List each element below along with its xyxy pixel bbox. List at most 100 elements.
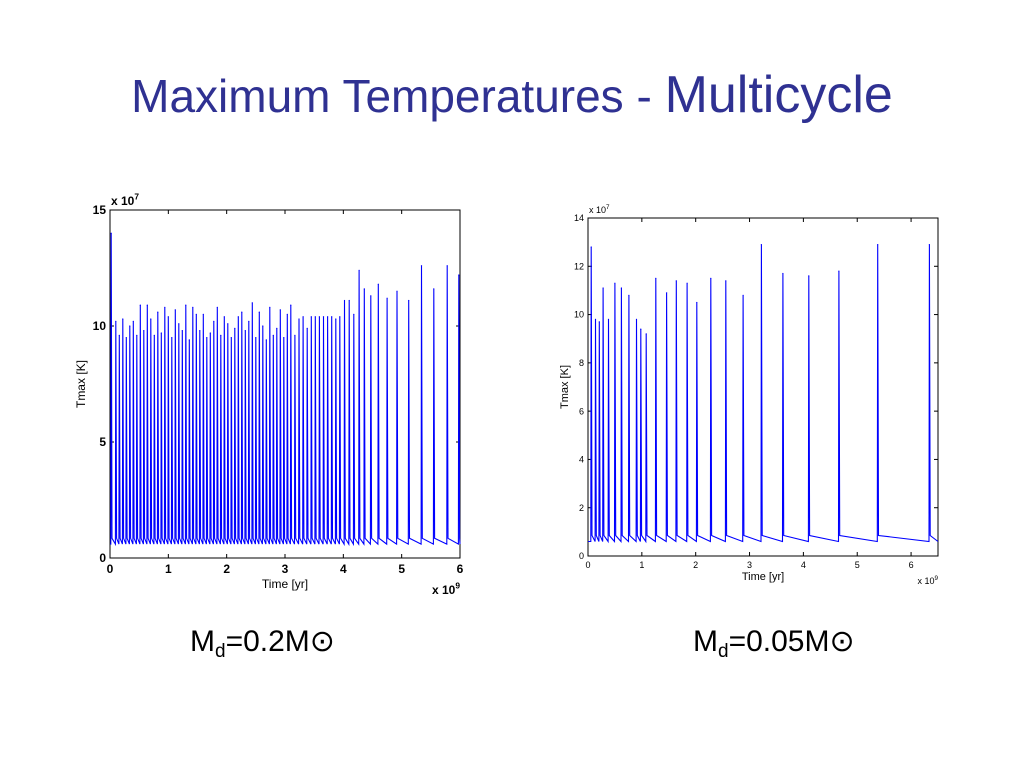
y-axis-label: Tmax [K] xyxy=(74,360,88,408)
peak-point xyxy=(118,334,120,336)
series-tmax xyxy=(110,232,461,547)
peak-point xyxy=(645,333,647,335)
peak-point xyxy=(363,288,365,290)
peak-point xyxy=(178,323,180,325)
x-axis-label: Time [yr] xyxy=(262,577,308,591)
peak-point xyxy=(710,277,712,279)
sun-symbol: ⊙ xyxy=(829,625,855,658)
peak-point xyxy=(838,270,840,272)
peak-point xyxy=(160,332,162,334)
peak-point xyxy=(808,275,810,277)
peak-point xyxy=(192,306,194,308)
peak-point xyxy=(286,313,288,315)
peak-point xyxy=(314,316,316,318)
peak-point xyxy=(202,313,204,315)
series-tmax xyxy=(588,244,939,544)
peak-point xyxy=(358,269,360,271)
peak-point xyxy=(171,337,173,339)
x-tick-label: 5 xyxy=(855,560,860,570)
peak-point xyxy=(640,328,642,330)
y-tick-label: 0 xyxy=(579,551,584,561)
x-tick-label: 1 xyxy=(165,562,172,576)
x-axis-label: Time [yr] xyxy=(742,571,784,583)
chart-md-0-2: 0 1 2 3 4 5 6 0 5 10 15 Time [yr] Tmax [K] x 107 x 109 xyxy=(74,192,464,597)
peak-point xyxy=(122,318,124,320)
peak-point xyxy=(153,334,155,336)
peak-point xyxy=(150,318,152,320)
x-tick-label: 2 xyxy=(693,560,698,570)
peak-point xyxy=(195,313,197,315)
peak-point xyxy=(928,244,930,246)
peak-point xyxy=(420,265,423,267)
peak-point xyxy=(139,304,141,306)
peak-point xyxy=(110,232,112,234)
peak-point xyxy=(686,282,688,284)
peak-point xyxy=(213,320,215,322)
peak-point xyxy=(348,299,350,302)
x-multiplier: x 109 xyxy=(432,581,460,597)
peak-point xyxy=(136,334,138,336)
peak-point xyxy=(675,280,677,282)
peak-point xyxy=(602,287,604,289)
peak-point xyxy=(265,339,267,341)
peak-point xyxy=(408,299,410,302)
x-tick-label: 0 xyxy=(585,560,590,570)
peak-point xyxy=(343,299,346,302)
y-tick-label: 15 xyxy=(93,203,107,217)
peak-point xyxy=(181,330,183,332)
caption-md-0-05: Md=0.05M⊙ xyxy=(693,625,855,662)
peak-point xyxy=(223,316,225,318)
peak-point xyxy=(335,318,337,320)
peak-point xyxy=(446,265,448,267)
x-tick-label: 6 xyxy=(909,560,914,570)
peak-point xyxy=(188,339,190,341)
peak-point xyxy=(370,295,372,297)
peak-point xyxy=(433,288,435,290)
title-main: Maximum Temperatures - xyxy=(131,70,665,122)
x-tick-label: 4 xyxy=(340,562,347,576)
y-tick-label: 4 xyxy=(579,455,584,465)
peak-point xyxy=(216,306,218,308)
peak-point xyxy=(237,316,239,318)
peak-point xyxy=(628,294,630,296)
caption-md-0-2: Md=0.2M⊙ xyxy=(190,625,335,662)
peak-point xyxy=(302,316,304,318)
y-axis-label: Tmax [K] xyxy=(559,365,571,409)
peak-point xyxy=(146,304,148,306)
peak-point xyxy=(115,320,117,322)
peak-point xyxy=(234,327,236,329)
peak-point xyxy=(220,334,222,336)
peak-point xyxy=(164,306,166,308)
y-multiplier: x 107 xyxy=(589,204,610,215)
peak-point xyxy=(241,311,243,313)
tmax-line xyxy=(110,233,461,547)
x-tick-label: 3 xyxy=(747,560,752,570)
peak-point xyxy=(294,334,296,336)
peak-point xyxy=(248,320,250,322)
peak-point xyxy=(255,337,257,339)
peak-point xyxy=(251,302,253,304)
x-tick-label: 0 xyxy=(107,562,114,576)
y-tick-label: 5 xyxy=(99,435,106,449)
x-tick-label: 6 xyxy=(457,562,464,576)
peak-point xyxy=(386,297,388,299)
peak-point xyxy=(725,280,727,282)
peak-point xyxy=(655,277,657,279)
peak-point xyxy=(339,316,341,318)
y-tick-label: 10 xyxy=(93,319,107,333)
x-tick-label: 2 xyxy=(223,562,230,576)
title-emphasis: Multicycle xyxy=(664,66,893,124)
peak-point xyxy=(635,318,638,320)
peak-point xyxy=(276,327,278,329)
peak-point xyxy=(396,290,398,292)
peak-point xyxy=(167,316,169,318)
peak-point xyxy=(742,294,744,296)
peak-point xyxy=(279,309,281,311)
peak-point xyxy=(310,316,312,318)
peak-point xyxy=(696,301,698,304)
peak-point xyxy=(377,283,379,285)
peak-point xyxy=(877,244,879,246)
peak-point xyxy=(782,272,784,275)
peak-point xyxy=(206,337,208,339)
peak-point xyxy=(129,325,131,327)
